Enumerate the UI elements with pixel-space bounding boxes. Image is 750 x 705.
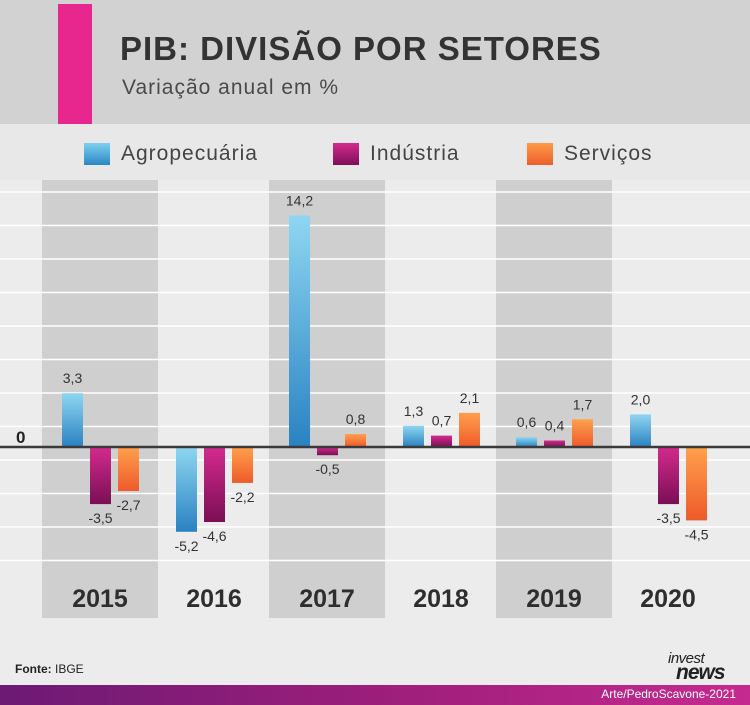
bar-agropecuaria-2016 bbox=[176, 447, 197, 532]
bar-industria-2017 bbox=[317, 447, 338, 456]
year-band-2017 bbox=[269, 180, 385, 618]
legend-swatch-agropecuaria bbox=[84, 143, 110, 165]
bar-agropecuaria-2020 bbox=[630, 414, 651, 447]
value-label-agropecuaria-2015: 3,3 bbox=[63, 370, 83, 386]
value-label-agropecuaria-2020: 2,0 bbox=[631, 391, 651, 407]
value-label-agropecuaria-2017: 14,2 bbox=[286, 193, 313, 209]
source-value: IBGE bbox=[55, 662, 84, 676]
bars bbox=[62, 215, 707, 532]
bar-servicos-2016 bbox=[232, 447, 253, 483]
value-label-industria-2018: 0,7 bbox=[432, 413, 452, 429]
source-label: Fonte: bbox=[15, 662, 52, 676]
category-label-2020: 2020 bbox=[640, 585, 696, 613]
legend-item-industria: Indústria bbox=[333, 140, 460, 168]
legend: Agropecuária Indústria Serviços bbox=[0, 124, 750, 180]
year-band-2019 bbox=[496, 180, 612, 618]
value-label-servicos-2020: -4,5 bbox=[684, 526, 708, 542]
year-band-2015 bbox=[42, 180, 158, 618]
value-label-servicos-2019: 1,7 bbox=[573, 396, 593, 412]
bar-agropecuaria-2019 bbox=[516, 437, 537, 447]
accent-bar bbox=[58, 4, 92, 124]
grid-lines bbox=[0, 191, 750, 562]
zero-label: 0 bbox=[16, 428, 25, 447]
bar-servicos-2018 bbox=[459, 412, 480, 447]
value-labels: 3,3 -5,2 14,2 1,3 0,6 2,0 -3,5 -4,6 -0,5 0,7 0,4 -3… bbox=[63, 193, 709, 554]
category-label-2017: 2017 bbox=[299, 585, 355, 613]
value-label-agropecuaria-2018: 1,3 bbox=[404, 403, 424, 419]
bar-industria-2018 bbox=[431, 435, 452, 447]
bar-industria-2020 bbox=[658, 447, 679, 505]
bar-industria-2015 bbox=[90, 447, 111, 505]
investnews-logo: invest news bbox=[668, 650, 738, 684]
legend-item-servicos: Serviços bbox=[527, 140, 653, 168]
chart-subtitle: Variação anual em % bbox=[122, 76, 340, 99]
value-label-industria-2017: -0,5 bbox=[315, 461, 339, 477]
bar-industria-2019 bbox=[544, 440, 565, 447]
credit-bar: Arte/PedroScavone-2021 bbox=[0, 685, 750, 705]
category-label-2018: 2018 bbox=[413, 585, 469, 613]
category-label-2016: 2016 bbox=[186, 585, 242, 613]
bar-agropecuaria-2015 bbox=[62, 393, 83, 447]
chart-title: PIB: DIVISÃO POR SETORES bbox=[120, 30, 602, 67]
value-label-industria-2019: 0,4 bbox=[545, 418, 565, 434]
bar-servicos-2020 bbox=[686, 447, 707, 521]
legend-label-industria: Indústria bbox=[370, 142, 460, 165]
legend-label-agropecuaria: Agropecuária bbox=[121, 142, 258, 165]
year-bands bbox=[42, 180, 612, 618]
category-label-2019: 2019 bbox=[526, 585, 582, 613]
header: PIB: DIVISÃO POR SETORES Variação anual … bbox=[0, 0, 750, 124]
bar-servicos-2019 bbox=[572, 419, 593, 447]
legend-swatch-servicos bbox=[527, 143, 553, 165]
logo-text-bottom: news bbox=[676, 661, 726, 684]
value-label-servicos-2016: -2,2 bbox=[230, 489, 254, 505]
bar-industria-2016 bbox=[204, 447, 225, 522]
category-label-2015: 2015 bbox=[72, 585, 128, 613]
value-label-industria-2016: -4,6 bbox=[202, 528, 226, 544]
value-label-servicos-2015: -2,7 bbox=[116, 497, 140, 513]
legend-label-servicos: Serviços bbox=[564, 142, 653, 165]
bar-chart: 0 3,3 -5,2 14,2 1,3 0,6 2,0 -3,5 -4,6 -0,5 0,7 0,4… bbox=[0, 180, 750, 618]
value-label-industria-2020: -3,5 bbox=[656, 510, 680, 526]
value-label-industria-2015: -3,5 bbox=[88, 510, 112, 526]
category-labels: 2015 2016 2017 2018 2019 2020 bbox=[72, 585, 696, 613]
source-note: Fonte: IBGE bbox=[15, 662, 84, 676]
bar-servicos-2017 bbox=[345, 434, 366, 447]
legend-item-agropecuaria: Agropecuária bbox=[84, 140, 258, 168]
value-label-agropecuaria-2016: -5,2 bbox=[174, 538, 198, 554]
value-label-servicos-2018: 2,1 bbox=[460, 390, 480, 406]
bar-agropecuaria-2018 bbox=[403, 425, 424, 447]
credit-text: Arte/PedroScavone-2021 bbox=[601, 687, 736, 701]
logo-text-top: invest bbox=[668, 650, 705, 667]
bar-agropecuaria-2017 bbox=[289, 215, 310, 447]
bar-servicos-2015 bbox=[118, 447, 139, 491]
value-label-servicos-2017: 0,8 bbox=[346, 411, 366, 427]
value-label-agropecuaria-2019: 0,6 bbox=[517, 414, 537, 430]
legend-swatch-industria bbox=[333, 143, 359, 165]
